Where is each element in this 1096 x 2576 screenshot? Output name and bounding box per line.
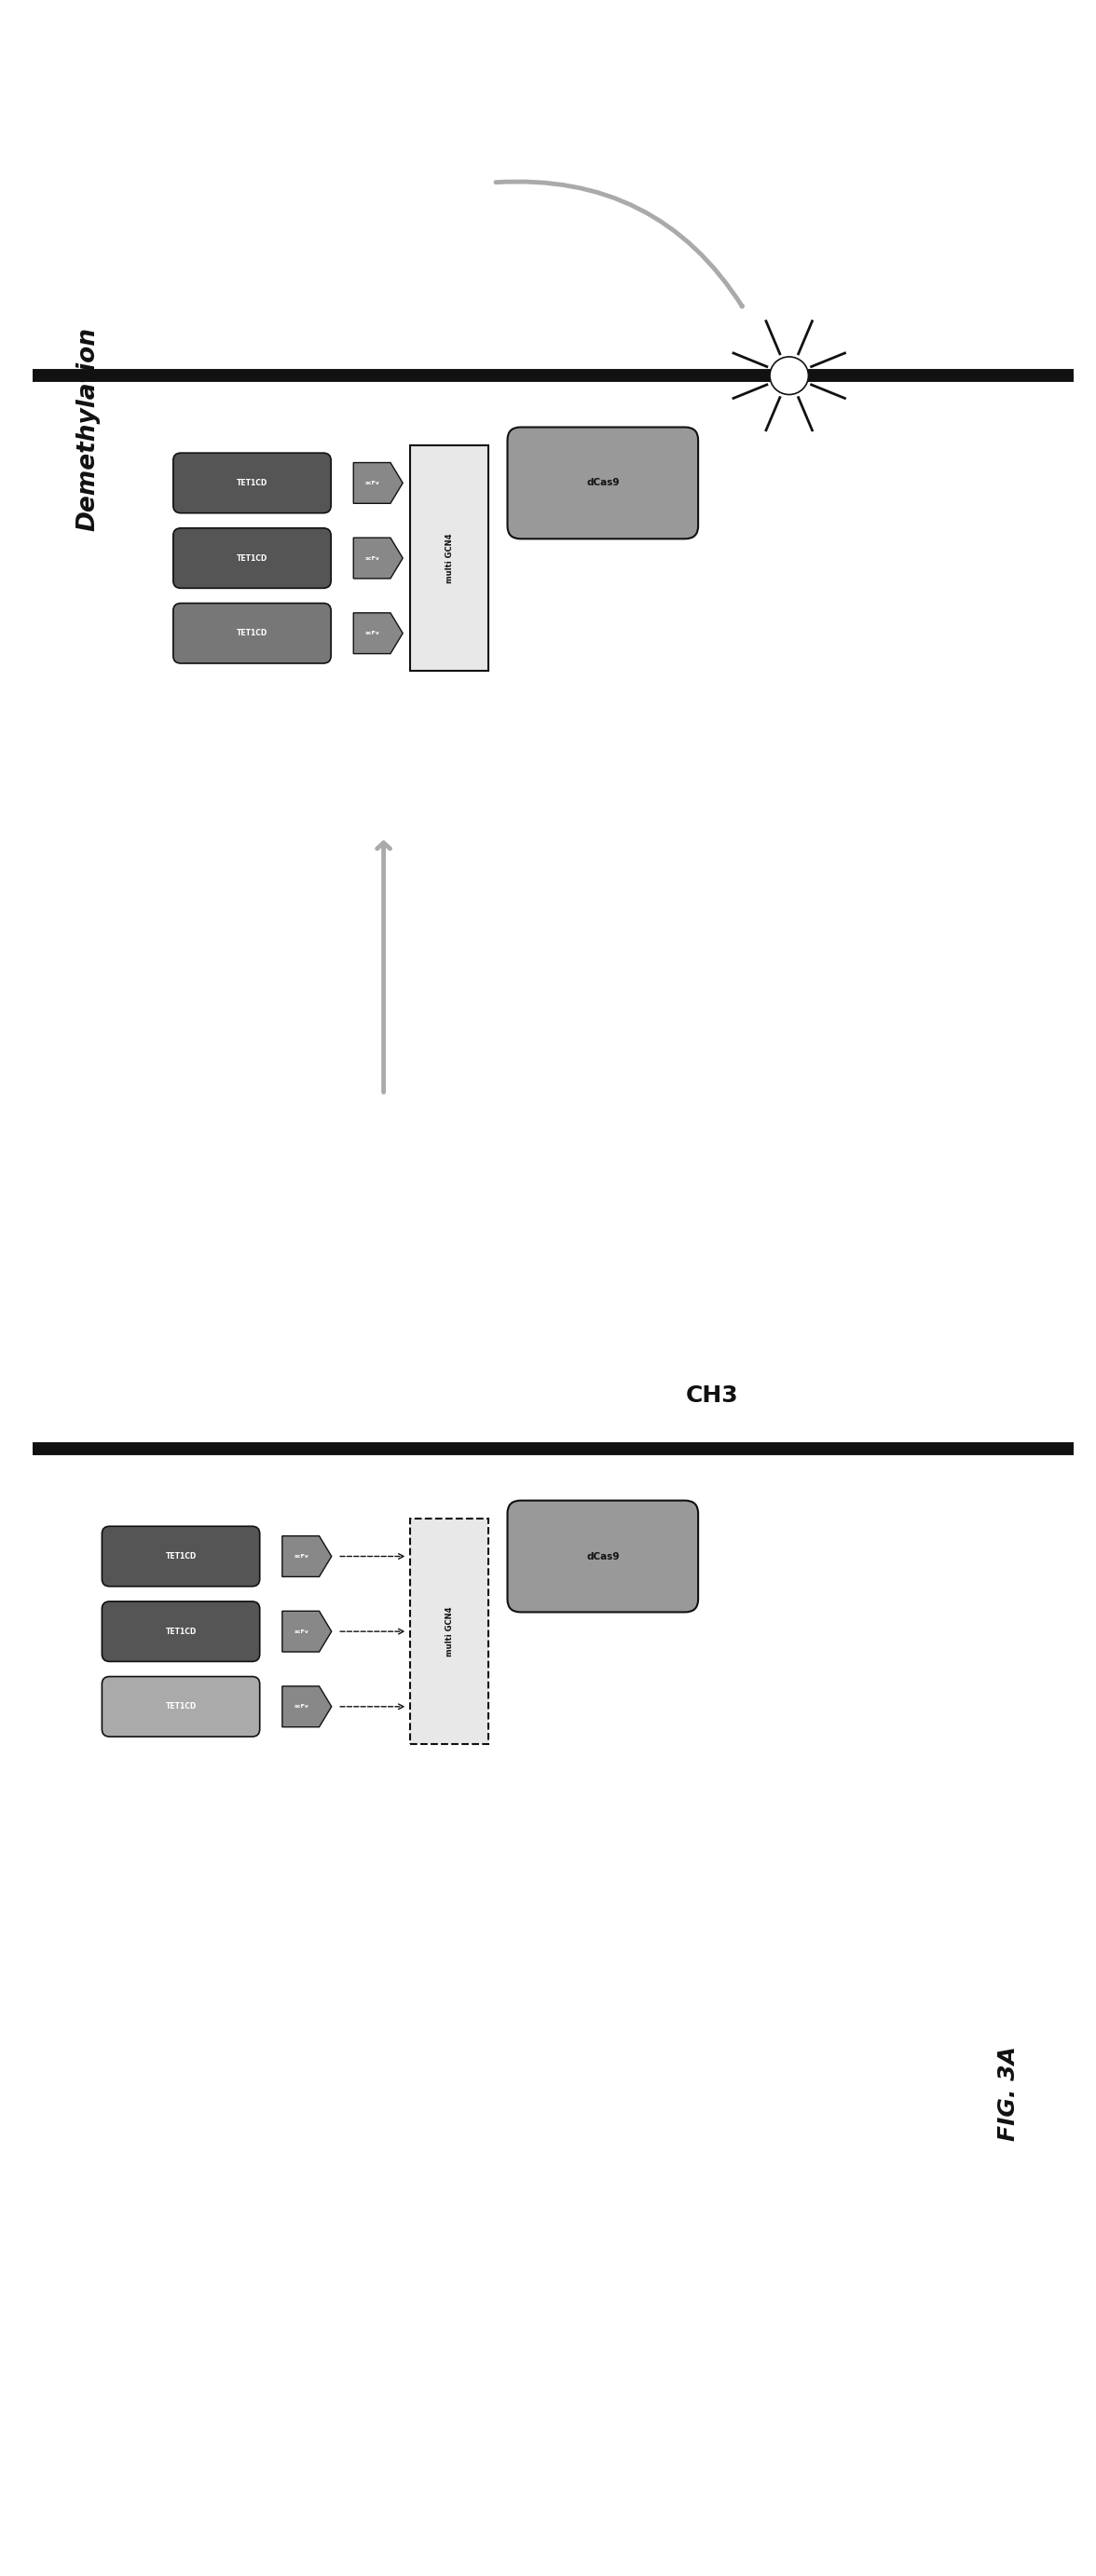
- Text: scFv: scFv: [365, 482, 380, 484]
- FancyBboxPatch shape: [173, 603, 331, 665]
- Text: TET1CD: TET1CD: [237, 554, 267, 562]
- Text: FIG. 3A: FIG. 3A: [997, 2045, 1019, 2141]
- Polygon shape: [283, 1687, 331, 1726]
- Polygon shape: [353, 464, 403, 502]
- Text: dCas9: dCas9: [586, 479, 619, 487]
- FancyBboxPatch shape: [102, 1525, 260, 1587]
- Circle shape: [769, 358, 809, 394]
- FancyBboxPatch shape: [102, 1602, 260, 1662]
- Text: multi GCN4: multi GCN4: [445, 533, 454, 582]
- FancyBboxPatch shape: [173, 528, 331, 587]
- Text: scFv: scFv: [294, 1553, 309, 1558]
- Text: TET1CD: TET1CD: [165, 1553, 196, 1561]
- Text: TET1CD: TET1CD: [165, 1703, 196, 1710]
- Text: scFv: scFv: [294, 1628, 309, 1633]
- FancyBboxPatch shape: [173, 453, 331, 513]
- FancyBboxPatch shape: [410, 446, 489, 670]
- Polygon shape: [353, 538, 403, 580]
- FancyArrowPatch shape: [495, 183, 742, 307]
- Text: multi GCN4: multi GCN4: [445, 1607, 454, 1656]
- Text: TET1CD: TET1CD: [237, 629, 267, 636]
- Text: TET1CD: TET1CD: [165, 1628, 196, 1636]
- FancyBboxPatch shape: [507, 428, 698, 538]
- Text: scFv: scFv: [294, 1705, 309, 1708]
- FancyBboxPatch shape: [102, 1677, 260, 1736]
- FancyBboxPatch shape: [507, 1499, 698, 1613]
- Polygon shape: [353, 613, 403, 654]
- Text: Demethylation: Demethylation: [76, 327, 100, 531]
- Polygon shape: [283, 1535, 331, 1577]
- Polygon shape: [283, 1610, 331, 1651]
- Text: TET1CD: TET1CD: [237, 479, 267, 487]
- FancyBboxPatch shape: [410, 1520, 489, 1744]
- Text: dCas9: dCas9: [586, 1551, 619, 1561]
- Text: CH3: CH3: [686, 1383, 739, 1406]
- Text: scFv: scFv: [365, 631, 380, 636]
- Text: scFv: scFv: [365, 556, 380, 562]
